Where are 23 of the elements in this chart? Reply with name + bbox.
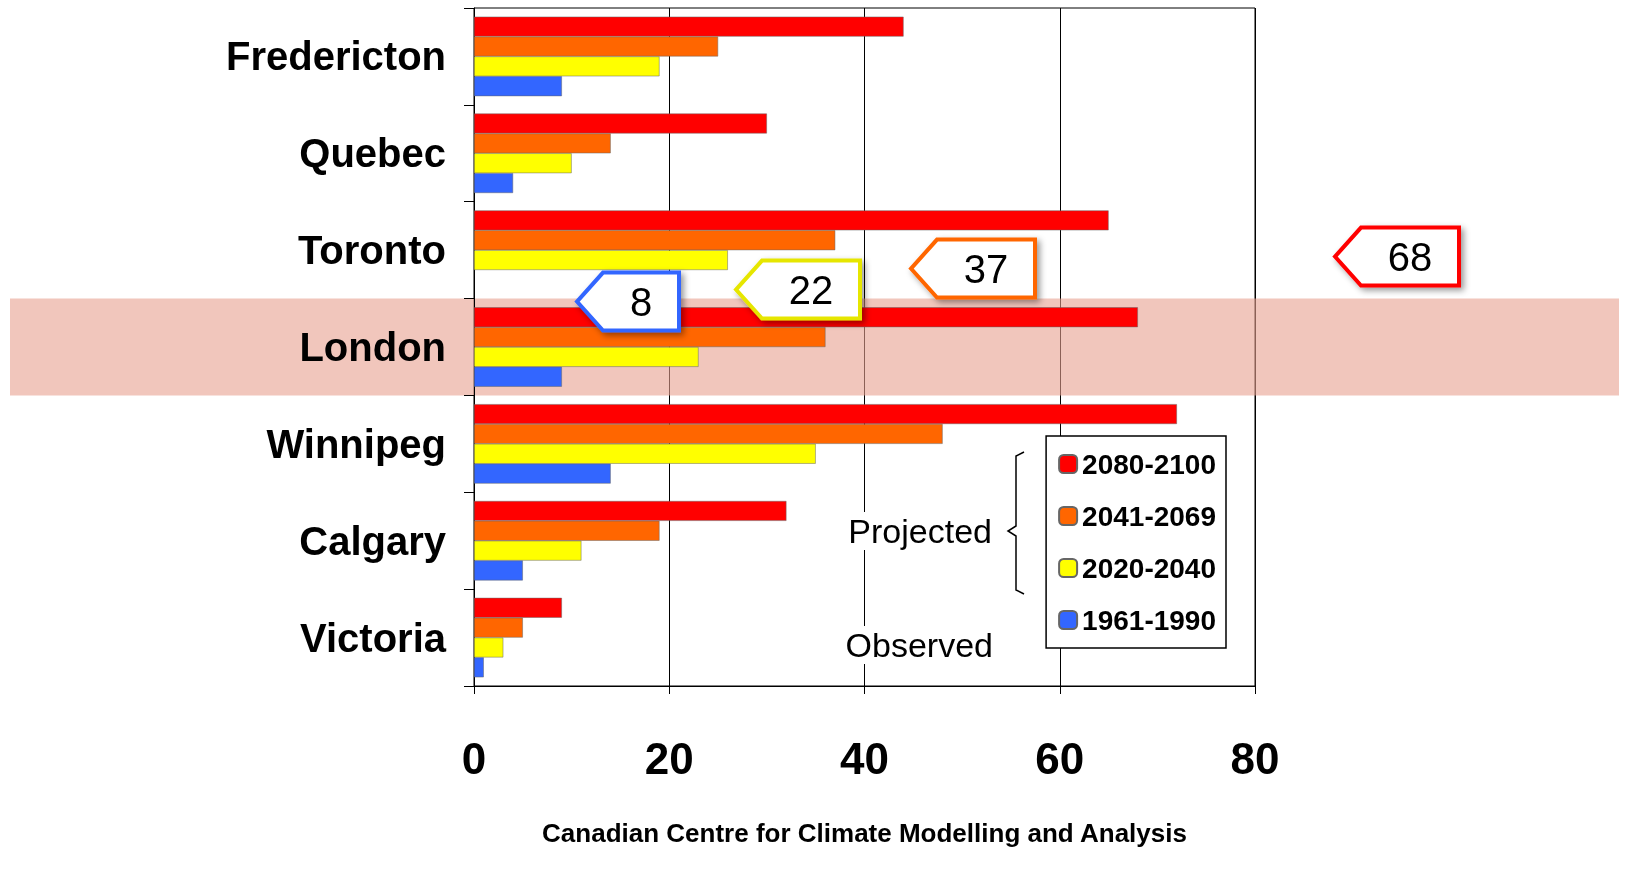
x-axis-title: Canadian Centre for Climate Modelling and Analysis [542, 818, 1187, 848]
text: 68 [1387, 234, 1433, 279]
x-tick-label: 40 [840, 733, 889, 783]
annotation: 8 [629, 279, 653, 324]
y-tick-label: Toronto [297, 228, 446, 273]
annotation: 22 [788, 267, 834, 312]
annotation: Projected [848, 512, 992, 550]
x-tick-label: 80 [1230, 733, 1280, 783]
y-tick-label: London [299, 325, 446, 369]
y-tick-label: Quebec [299, 131, 446, 176]
legend-label: 2080-2100 [1082, 448, 1216, 480]
y-tick-label: Fredericton [225, 34, 446, 79]
y-tick-label: Victoria [300, 615, 447, 660]
legend-label: 1961-1990 [1082, 604, 1216, 636]
legend-label: 2041-2069 [1082, 500, 1216, 532]
x-tick-label: 60 [1035, 733, 1085, 783]
legend-label: 2020-2040 [1082, 552, 1216, 584]
x-tick-label: 20 [644, 733, 694, 783]
y-tick-label: Winnipeg [266, 421, 446, 466]
y-tick-label: Calgary [299, 518, 447, 563]
annotation: Observed [845, 626, 993, 664]
x-tick-label: 0 [461, 733, 487, 783]
annotation: 37 [963, 246, 1009, 291]
